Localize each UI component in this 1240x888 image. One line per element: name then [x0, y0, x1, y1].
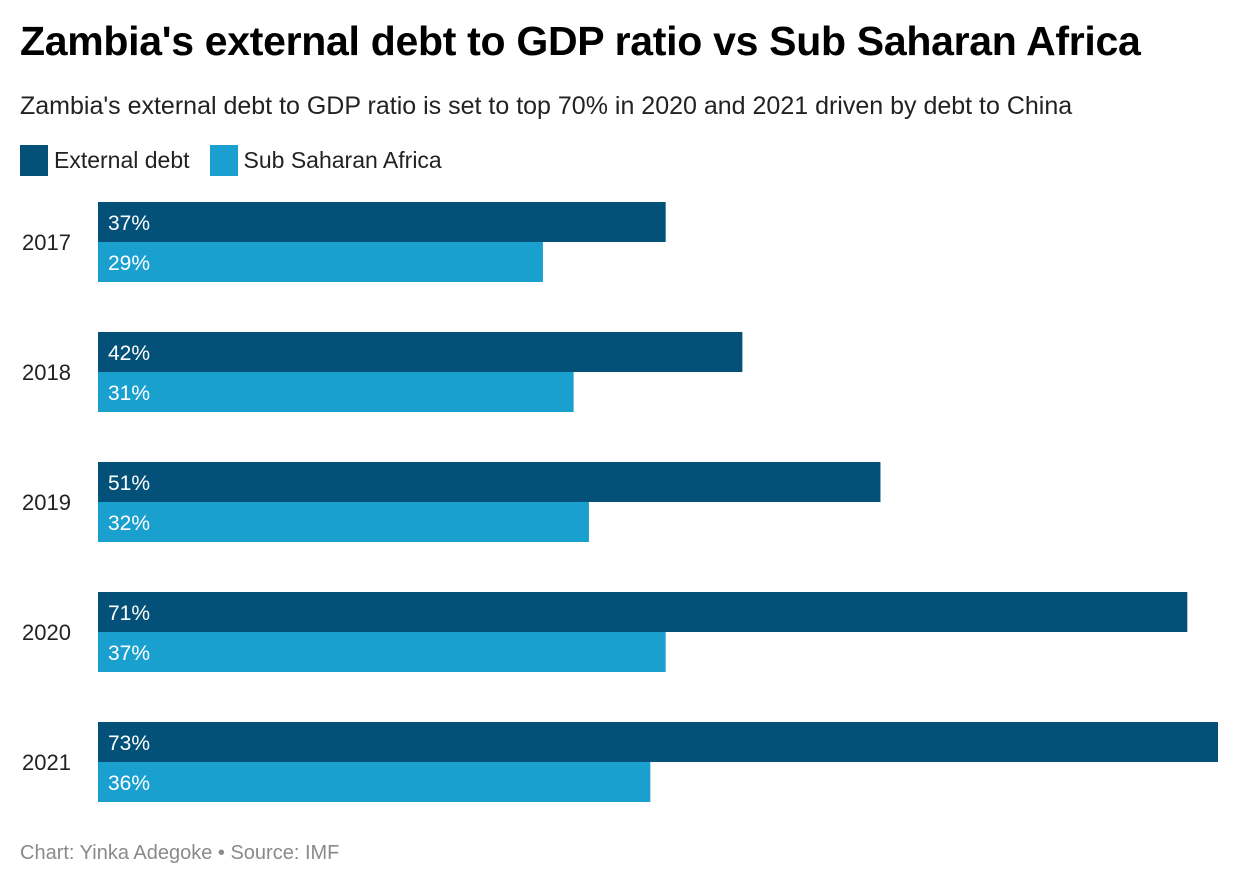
y-tick-label-2019: 2019: [22, 490, 71, 515]
data-label-sub-saharan-africa-2019: 32%: [108, 512, 150, 535]
legend-item-sub-saharan-africa: Sub Saharan Africa: [209, 145, 442, 176]
bar-external-debt-2020: [98, 592, 1188, 632]
legend-swatch-external-debt: [20, 145, 48, 176]
data-label-external-debt-2020: 71%: [108, 602, 150, 625]
bar-sub-saharan-africa-2017: [98, 242, 543, 282]
legend-item-external-debt: External debt: [20, 145, 190, 176]
bar-external-debt-2018: [98, 332, 743, 372]
chart-subtitle: Zambia's external debt to GDP ratio is s…: [20, 92, 1073, 120]
y-tick-label-2020: 2020: [22, 620, 71, 645]
bar-sub-saharan-africa-2020: [98, 632, 666, 672]
bar-external-debt-2021: [98, 722, 1218, 762]
chart-title: Zambia's external debt to GDP ratio vs S…: [20, 18, 1141, 64]
y-tick-label-2018: 2018: [22, 360, 71, 385]
bar-external-debt-2019: [98, 462, 881, 502]
data-label-external-debt-2019: 51%: [108, 472, 150, 495]
data-label-sub-saharan-africa-2021: 36%: [108, 772, 150, 795]
bar-sub-saharan-africa-2019: [98, 502, 589, 542]
legend: External debt Sub Saharan Africa: [20, 145, 462, 176]
data-label-external-debt-2018: 42%: [108, 342, 150, 365]
legend-swatch-sub-saharan-africa: [209, 145, 238, 176]
y-tick-label-2021: 2021: [22, 750, 71, 775]
legend-label-external-debt: External debt: [54, 147, 190, 173]
data-label-external-debt-2021: 73%: [108, 732, 150, 755]
data-label-external-debt-2017: 37%: [108, 212, 150, 235]
data-label-sub-saharan-africa-2018: 31%: [108, 382, 150, 405]
bar-external-debt-2017: [98, 202, 666, 242]
chart-source-credit: Chart: Yinka Adegoke • Source: IMF: [20, 842, 340, 864]
legend-label-sub-saharan-africa: Sub Saharan Africa: [243, 147, 442, 173]
y-tick-label-2017: 2017: [22, 230, 71, 255]
bar-sub-saharan-africa-2021: [98, 762, 651, 802]
bar-sub-saharan-africa-2018: [98, 372, 574, 412]
data-label-sub-saharan-africa-2017: 29%: [108, 252, 150, 275]
data-label-sub-saharan-africa-2020: 37%: [108, 642, 150, 665]
